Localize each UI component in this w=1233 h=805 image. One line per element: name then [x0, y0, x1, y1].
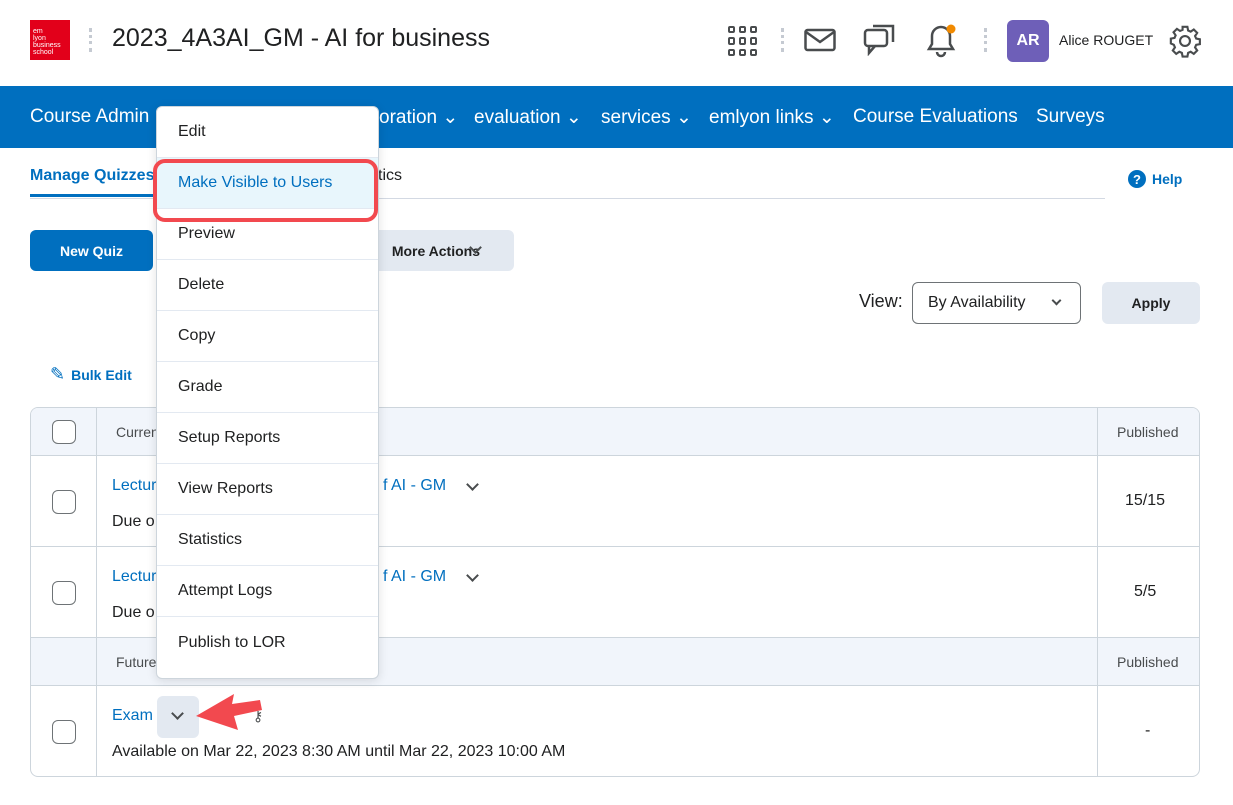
row-checkbox[interactable]: [52, 720, 76, 744]
key-icon: ⚷: [253, 708, 264, 724]
menu-item-preview[interactable]: Preview: [157, 209, 378, 260]
row-checkbox[interactable]: [52, 490, 76, 514]
quizzes-table: Curren Published Lectur f AI - GM Due o …: [30, 407, 1200, 777]
menu-item-publish-to-lor[interactable]: Publish to LOR: [178, 633, 286, 651]
nav-course-admin[interactable]: Course Admin: [30, 106, 150, 127]
highlight-annotation: [153, 159, 378, 222]
exam-link[interactable]: Exam: [112, 707, 153, 724]
nav-evaluation[interactable]: evaluation ⌄: [474, 107, 582, 128]
divider: [89, 28, 93, 52]
avatar[interactable]: AR: [1007, 20, 1049, 62]
published-count: 15/15: [1125, 492, 1166, 509]
tab-divider: [30, 198, 1105, 199]
nav-services[interactable]: services ⌄: [601, 107, 692, 128]
divider: [781, 28, 785, 52]
view-select[interactable]: By Availability: [912, 282, 1081, 324]
menu-item-copy[interactable]: Copy: [157, 311, 378, 362]
tab-statistics[interactable]: tics: [378, 167, 402, 184]
menu-item-view-reports[interactable]: View Reports: [157, 464, 378, 515]
quiz-link[interactable]: f AI - GM: [383, 477, 447, 494]
help-icon: ?: [1128, 170, 1146, 188]
quiz-link[interactable]: Lectur: [112, 568, 157, 585]
course-title[interactable]: 2023_4A3AI_GM - AI for business: [112, 24, 490, 52]
menu-item-edit[interactable]: Edit: [157, 107, 378, 158]
due-date: Due o: [112, 513, 155, 530]
nav-surveys[interactable]: Surveys: [1036, 106, 1105, 127]
notification-dot: [946, 24, 956, 34]
menu-item-statistics[interactable]: Statistics: [157, 515, 378, 566]
red-arrow-annotation: [196, 694, 262, 730]
menu-item-delete[interactable]: Delete: [157, 260, 378, 311]
mail-icon[interactable]: [804, 28, 836, 52]
pencil-icon: ✎: [50, 364, 66, 384]
gear-icon[interactable]: [1168, 24, 1202, 58]
quiz-link[interactable]: f AI - GM: [383, 568, 447, 585]
published-header: Published: [1117, 654, 1179, 670]
view-label: View:: [859, 291, 903, 311]
new-quiz-button[interactable]: New Quiz: [30, 230, 153, 271]
emlyon-logo[interactable]: em lyon business school: [30, 20, 70, 60]
apps-grid-icon[interactable]: [728, 26, 758, 56]
current-header: Curren: [116, 424, 159, 440]
nav-course-evaluations[interactable]: Course Evaluations: [853, 106, 1018, 127]
tab-manage-quizzes[interactable]: Manage Quizzes: [30, 167, 155, 197]
user-name[interactable]: Alice ROUGET: [1059, 32, 1154, 48]
column-divider: [1097, 408, 1098, 776]
availability-date: Available on Mar 22, 2023 8:30 AM until …: [112, 743, 566, 760]
table-row: Lectur f AI - GM Due o 15/15: [31, 456, 1199, 547]
chevron-down-icon: [1051, 295, 1062, 306]
published-count: -: [1145, 722, 1151, 739]
help-link[interactable]: ? Help: [1128, 170, 1182, 188]
bell-icon[interactable]: [925, 22, 957, 58]
select-all-checkbox[interactable]: [52, 420, 76, 444]
divider: [984, 28, 988, 52]
menu-item-setup-reports[interactable]: Setup Reports: [157, 413, 378, 464]
nav-collaboration[interactable]: oration ⌄: [379, 107, 459, 128]
row-checkbox[interactable]: [52, 581, 76, 605]
bulk-edit-button[interactable]: ✎ Bulk Edit: [50, 364, 132, 384]
published-count: 5/5: [1134, 583, 1157, 600]
future-header: Future: [116, 654, 157, 670]
chevron-down-icon[interactable]: [466, 569, 479, 582]
table-row: Exam ⚷ Available on Mar 22, 2023 8:30 AM…: [31, 686, 1199, 776]
quiz-link[interactable]: Lectur: [112, 477, 157, 494]
exam-actions-button[interactable]: [157, 696, 199, 738]
due-date: Due o: [112, 604, 155, 621]
column-divider: [96, 408, 97, 776]
chevron-down-icon[interactable]: [466, 478, 479, 491]
quiz-context-menu: Edit Make Visible to Users Preview Delet…: [156, 106, 379, 679]
table-row: Lectur f AI - GM Due o 5/5: [31, 547, 1199, 638]
menu-item-make-visible[interactable]: Make Visible to Users: [157, 158, 378, 209]
menu-item-attempt-logs[interactable]: Attempt Logs: [157, 566, 378, 617]
chevron-down-icon: [171, 707, 184, 720]
menu-item-grade[interactable]: Grade: [157, 362, 378, 413]
nav-emlyon-links[interactable]: emlyon links ⌄: [709, 107, 835, 128]
published-header: Published: [1117, 424, 1179, 440]
apply-button[interactable]: Apply: [1102, 282, 1200, 324]
chat-icon[interactable]: [863, 24, 897, 56]
